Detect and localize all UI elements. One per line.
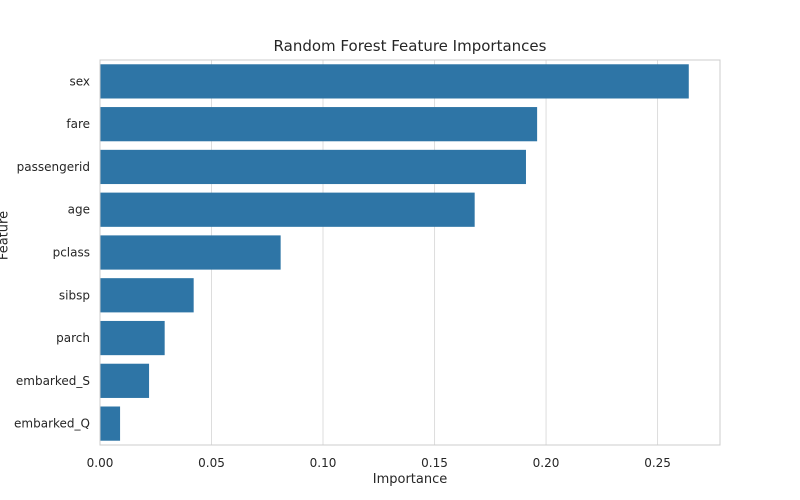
y-tick-label: passengerid [17, 160, 90, 174]
y-tick-label: fare [66, 117, 90, 131]
y-tick-label: age [68, 203, 90, 217]
y-tick-label: embarked_Q [14, 417, 90, 431]
y-tick-label: embarked_S [16, 374, 90, 388]
bar-layer [100, 64, 689, 441]
bar-age [100, 192, 475, 227]
x-tick-label: 0.05 [198, 456, 225, 470]
bar-sibsp [100, 278, 194, 313]
chart-title: Random Forest Feature Importances [273, 37, 547, 55]
y-tick-label: sibsp [59, 288, 90, 302]
x-tick-label: 0.15 [421, 456, 448, 470]
bar-embarked_Q [100, 406, 121, 441]
plot-frame [99, 59, 721, 446]
y-tick-label: pclass [53, 246, 90, 260]
x-tick-label: 0.25 [644, 456, 671, 470]
bar-parch [100, 320, 165, 356]
bar-sex [100, 64, 689, 99]
x-tick-label: 0.20 [533, 456, 560, 470]
x-axis-label: Importance [372, 472, 448, 487]
x-tick-label: 0.00 [87, 456, 114, 470]
y-tick-label: parch [56, 331, 90, 345]
bar-passengerid [100, 149, 526, 185]
bar-embarked_S [100, 363, 150, 398]
bar-pclass [100, 235, 281, 270]
axis-layer: 0.00 0.05 0.10 0.15 0.20 0.25 sex fare passenger… [14, 59, 721, 470]
y-tick-label: sex [69, 74, 90, 88]
x-tick-label: 0.10 [310, 456, 337, 470]
bar-fare [100, 107, 538, 142]
